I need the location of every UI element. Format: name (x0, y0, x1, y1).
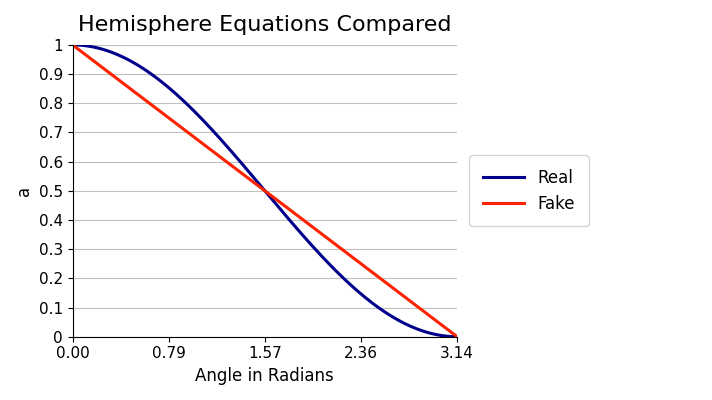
Fake (108, 72, 116, 77)
Real (224, 145, 232, 150)
Real (238, 161, 246, 166)
Fake (333, 243, 341, 248)
Legend: Real, Fake: Real, Fake (469, 155, 589, 226)
X-axis label: Angle in Radians: Angle in Radians (196, 367, 334, 385)
Real (108, 50, 116, 55)
Real (68, 42, 77, 47)
Fake (368, 270, 377, 275)
Y-axis label: a: a (15, 186, 33, 196)
Fake (453, 334, 461, 339)
Fake (375, 275, 384, 280)
Real (375, 306, 384, 311)
Fake (238, 171, 246, 176)
Real (333, 269, 341, 274)
Line: Fake: Fake (73, 45, 457, 337)
Fake (224, 160, 232, 165)
Real (453, 334, 461, 339)
Fake (68, 42, 77, 47)
Line: Real: Real (73, 45, 457, 337)
Real (368, 301, 377, 306)
Title: Hemisphere Equations Compared: Hemisphere Equations Compared (78, 15, 451, 35)
